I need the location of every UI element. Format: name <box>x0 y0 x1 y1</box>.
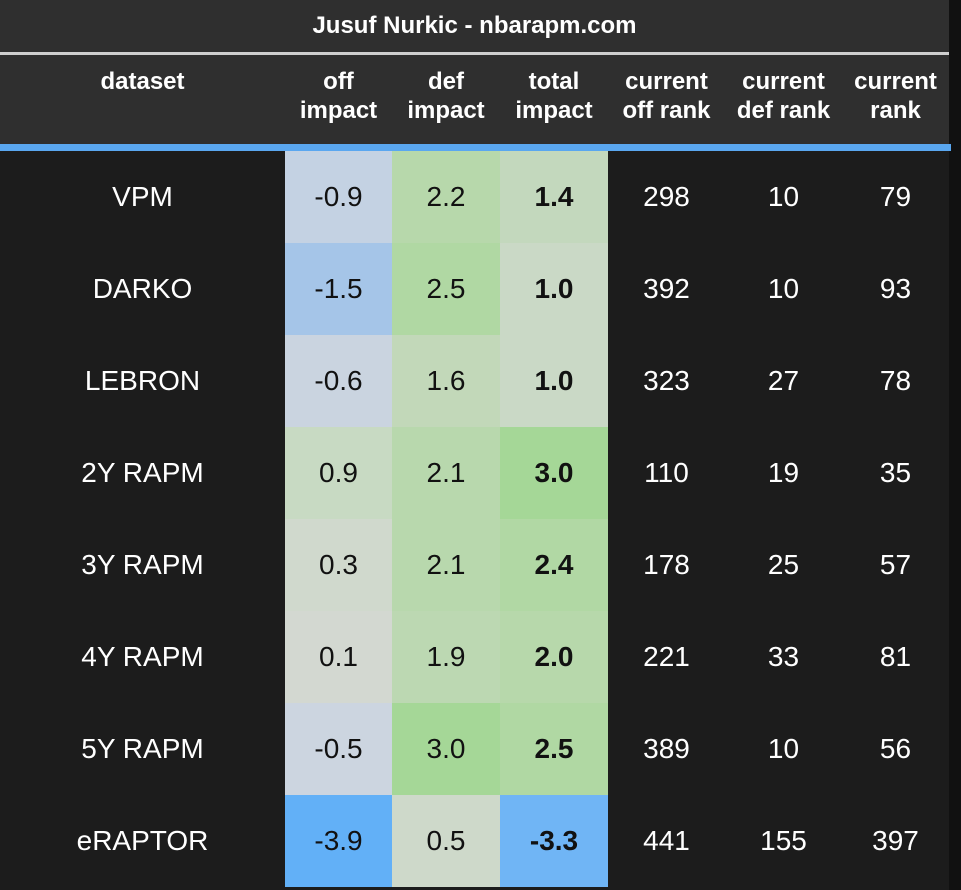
header-line: def rank <box>736 97 831 124</box>
header-def: def impact <box>392 55 500 144</box>
cell-rank: 79 <box>879 181 912 212</box>
table-row: 4Y RAPM 0.1 1.9 2.0 221 33 81 <box>0 611 949 703</box>
cell-off: -0.5 <box>285 703 392 795</box>
cell-total: 2.0 <box>500 611 608 703</box>
cell-off: -0.6 <box>285 335 392 427</box>
cell-def: 1.9 <box>392 611 500 703</box>
cell-dataset: 4Y RAPM <box>81 641 204 672</box>
table-row: VPM -0.9 2.2 1.4 298 10 79 <box>0 151 949 243</box>
table-row: 5Y RAPM -0.5 3.0 2.5 389 10 56 <box>0 703 949 795</box>
cell-def: 3.0 <box>392 703 500 795</box>
cell-off-rank: 178 <box>643 549 690 580</box>
cell-def: 2.5 <box>392 243 500 335</box>
cell-off: -1.5 <box>285 243 392 335</box>
header-line: current <box>625 68 708 95</box>
cell-total: 2.4 <box>500 519 608 611</box>
cell-rank: 93 <box>879 273 912 304</box>
cell-def-rank: 27 <box>767 365 800 396</box>
cell-dataset: eRAPTOR <box>76 825 209 856</box>
cell-rank: 56 <box>879 733 912 764</box>
cell-def: 0.5 <box>392 795 500 887</box>
header-line: current <box>854 68 937 95</box>
header-line: impact <box>299 97 378 124</box>
right-edge <box>949 0 961 890</box>
cell-dataset: VPM <box>112 181 173 212</box>
table-body: VPM -0.9 2.2 1.4 298 10 79 DARKO -1.5 2.5 1.0 392 10… <box>0 151 949 890</box>
cell-off-rank: 221 <box>643 641 690 672</box>
cell-def: 2.2 <box>392 151 500 243</box>
table-header: dataset off impact def impact total impact curr… <box>0 55 949 144</box>
header-def-rank: current def rank <box>725 55 842 144</box>
cell-total: 1.4 <box>500 151 608 243</box>
cell-dataset: 2Y RAPM <box>81 457 204 488</box>
cell-total: 2.5 <box>500 703 608 795</box>
cell-def: 2.1 <box>392 427 500 519</box>
cell-total: -3.3 <box>500 795 608 887</box>
header-dataset: dataset <box>0 55 285 144</box>
header-rank: current rank <box>842 55 949 144</box>
cell-off: 0.9 <box>285 427 392 519</box>
cell-off-rank: 323 <box>643 365 690 396</box>
header-total: total impact <box>500 55 608 144</box>
cell-rank: 57 <box>879 549 912 580</box>
header-line: rank <box>870 97 921 124</box>
cell-def-rank: 19 <box>767 457 800 488</box>
cell-def-rank: 155 <box>760 825 807 856</box>
cell-off: 0.3 <box>285 519 392 611</box>
cell-def-rank: 25 <box>767 549 800 580</box>
cell-off-rank: 441 <box>643 825 690 856</box>
cell-rank: 78 <box>879 365 912 396</box>
header-line: impact <box>515 97 593 124</box>
cell-total: 3.0 <box>500 427 608 519</box>
table-row: 2Y RAPM 0.9 2.1 3.0 110 19 35 <box>0 427 949 519</box>
table-row: DARKO -1.5 2.5 1.0 392 10 93 <box>0 243 949 335</box>
cell-off: 0.1 <box>285 611 392 703</box>
header-line: off <box>323 68 354 95</box>
header-line: off rank <box>622 97 711 124</box>
header-line: dataset <box>100 68 185 95</box>
cell-off: -0.9 <box>285 151 392 243</box>
cell-off: -3.9 <box>285 795 392 887</box>
header-off: off impact <box>285 55 392 144</box>
header-line: current <box>742 68 825 95</box>
header-line: total <box>528 68 580 95</box>
header-line: impact <box>407 97 485 124</box>
header-off-rank: current off rank <box>608 55 725 144</box>
cell-dataset: 5Y RAPM <box>81 733 204 764</box>
cell-def-rank: 10 <box>767 273 800 304</box>
table-title: Jusuf Nurkic - nbarapm.com <box>0 0 949 52</box>
cell-def-rank: 10 <box>767 181 800 212</box>
cell-dataset: DARKO <box>92 273 193 304</box>
table-row: eRAPTOR -3.9 0.5 -3.3 441 155 397 <box>0 795 949 887</box>
header-line: def <box>427 68 464 95</box>
cell-def-rank: 33 <box>767 641 800 672</box>
cell-dataset: 3Y RAPM <box>81 549 204 580</box>
cell-total: 1.0 <box>500 335 608 427</box>
cell-dataset: LEBRON <box>84 365 201 396</box>
cell-rank: 397 <box>872 825 919 856</box>
cell-rank: 35 <box>879 457 912 488</box>
cell-off-rank: 110 <box>644 457 689 488</box>
cell-off-rank: 389 <box>643 733 690 764</box>
title-separator <box>0 52 949 55</box>
cell-off-rank: 298 <box>643 181 690 212</box>
table-row: LEBRON -0.6 1.6 1.0 323 27 78 <box>0 335 949 427</box>
cell-total: 1.0 <box>500 243 608 335</box>
table-row: 3Y RAPM 0.3 2.1 2.4 178 25 57 <box>0 519 949 611</box>
header-accent-line <box>0 144 951 151</box>
cell-def: 2.1 <box>392 519 500 611</box>
cell-def: 1.6 <box>392 335 500 427</box>
cell-off-rank: 392 <box>643 273 690 304</box>
cell-def-rank: 10 <box>767 733 800 764</box>
cell-rank: 81 <box>879 641 912 672</box>
